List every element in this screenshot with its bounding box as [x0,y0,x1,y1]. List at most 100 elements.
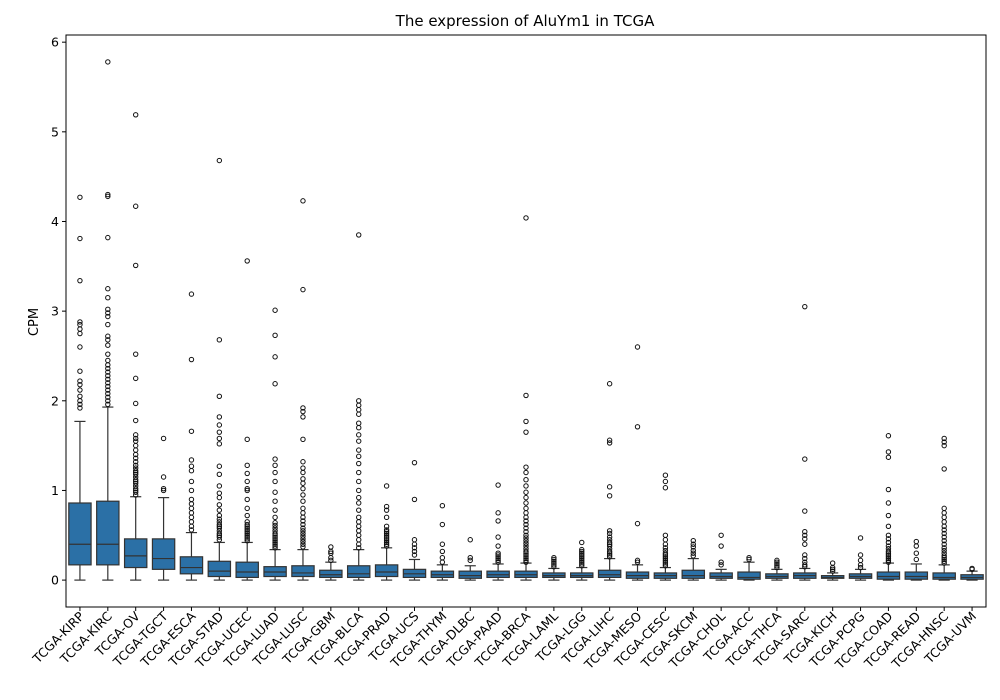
outlier-point [579,552,585,558]
box-group-tcga-thca [765,557,789,581]
outlier-point [523,476,529,483]
outlier-point [105,310,111,316]
outlier-point [356,545,362,551]
outlier-point [272,489,278,495]
outlier-point [272,528,278,534]
outlier-point [885,500,892,506]
outlier-point [300,492,306,498]
outlier-point [300,480,306,486]
box [235,561,259,579]
outlier-point [383,537,390,544]
outlier-point [523,489,529,495]
outlier-point [885,548,892,555]
outlier-point [523,418,529,425]
outlier-point [579,546,585,553]
outlier-point [77,194,83,200]
outlier-point [662,555,669,562]
y-axis: 0 1 2 3 4 5 6 [51,35,66,588]
outlier-point [606,543,613,549]
outlier-point [77,330,83,337]
outlier-point [356,232,362,238]
outlier-point [160,485,167,492]
outlier-point [77,319,83,325]
box [68,502,92,566]
outlier-point [300,436,306,443]
outlier-point [77,405,83,411]
outlier-point [941,466,947,472]
outlier-point [802,528,808,535]
outlier-point [272,545,278,551]
outlier-point [802,541,808,547]
outlier-point [941,556,947,563]
outlier-point [77,321,83,328]
outlier-point [132,489,139,495]
outlier-point [105,365,111,372]
outlier-point [885,546,892,552]
outlier-point [885,433,892,439]
outlier-point [439,554,446,561]
outlier-point [272,541,278,547]
outlier-point [495,555,501,562]
outlier-point [105,401,111,408]
outlier-point [77,387,83,393]
box-group-tcga-brca [514,215,538,581]
outlier-point [857,564,864,571]
box-group-tcga-thym [430,502,455,581]
outlier-point [105,342,111,348]
box [123,538,148,569]
outlier-point [188,510,195,516]
outlier-point [244,532,250,538]
outlier-point [523,518,529,524]
outlier-point [132,351,139,357]
outlier-point [885,454,892,460]
outlier-point [662,472,669,478]
outlier-point [272,332,278,339]
outlier-point [941,560,947,566]
outlier-point [495,518,501,524]
outlier-point [885,552,892,558]
outlier-point [439,559,446,565]
outlier-point [913,538,920,545]
outlier-point [579,563,585,569]
outlier-point [328,557,334,564]
outlier-point [216,490,223,496]
outlier-point [132,462,139,469]
outlier-point [551,563,557,570]
outlier-point [132,468,139,474]
box [179,556,204,575]
box-group-tcga-lgg [570,539,594,581]
outlier-point [132,435,139,442]
outlier-point [356,519,362,525]
outlier-point [662,563,669,569]
outlier-point [495,557,501,564]
outlier-point [941,541,947,547]
outlier-point [216,393,223,400]
outlier-point [77,277,83,284]
outlier-point [105,306,111,313]
outlier-point [105,313,111,320]
outlier-point [216,463,223,469]
outlier-point [216,435,223,442]
box-group-tcga-kich [820,560,845,581]
outlier-point [439,548,446,555]
outlier-point [690,547,696,554]
outlier-point [662,554,669,560]
outlier-point [523,510,529,516]
outlier-point [300,498,306,504]
box [346,565,371,579]
outlier-point [551,560,557,566]
outlier-point [523,540,529,547]
outlier-point [411,537,418,543]
box-group-tcga-ucec [235,258,259,581]
outlier-point [160,435,167,442]
outlier-point [383,534,390,540]
outlier-point [411,552,418,558]
outlier-point [188,514,195,521]
box-group-tcga-ov [123,112,148,581]
box-group-tcga-acc [737,554,761,581]
outlier-point [662,557,669,564]
outlier-point [579,559,585,565]
outlier-point [718,562,724,568]
outlier-point [216,507,223,513]
outlier-point [132,465,139,471]
